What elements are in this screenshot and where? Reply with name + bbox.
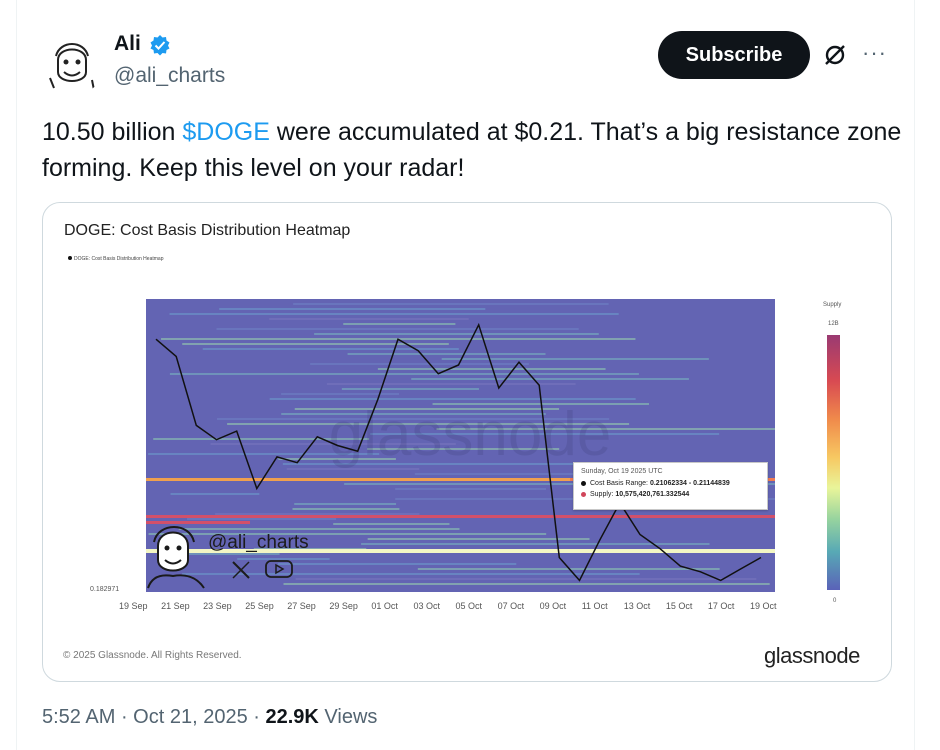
x-tick-label: 05 Oct: [455, 601, 483, 611]
x-tick-label: 17 Oct: [707, 601, 735, 611]
verified-badge-icon[interactable]: [149, 34, 171, 56]
author-handle[interactable]: @ali_charts: [114, 64, 226, 87]
cartoon-face-avatar-icon: [41, 33, 103, 95]
views-count: 22.9K: [265, 706, 319, 728]
overlay-avatar-icon: [147, 526, 205, 589]
x-tick-label: 27 Sep: [287, 601, 316, 611]
youtube-icon: [265, 560, 293, 578]
tweet-text: 10.50 billion $DOGE were accumulated at …: [42, 114, 902, 186]
chart-copyright: © 2025 Glassnode. All Rights Reserved.: [63, 650, 242, 661]
x-tick-label: 07 Oct: [497, 601, 525, 611]
x-tick-label: 19 Sep: [119, 601, 148, 611]
chart-title: DOGE: Cost Basis Distribution Heatmap: [64, 222, 351, 239]
x-tick-label: 29 Sep: [329, 601, 358, 611]
colorbar-max-label: 12B: [828, 321, 839, 327]
grok-icon[interactable]: [822, 42, 848, 68]
tweet-text-after: were accumulated at $0.21. That’s a big …: [42, 118, 902, 182]
overlay-handle: @ali_charts: [208, 532, 309, 553]
tweet-metadata: 5:52 AM · Oct 21, 2025 · 22.9K Views: [42, 706, 378, 728]
x-logo-icon: [232, 561, 250, 579]
tweet-frame: [16, 0, 915, 750]
y-axis-min-label: 0.182971: [90, 586, 120, 593]
glassnode-brand: glassnode: [764, 643, 860, 668]
x-tick-label: 15 Oct: [665, 601, 693, 611]
tooltip-supply-row: Supply: 10,575,420,761.332544: [581, 491, 689, 498]
x-tick-label: 03 Oct: [413, 601, 440, 611]
colorbar-title: Supply: [823, 302, 842, 308]
x-tick-label: 09 Oct: [539, 601, 567, 611]
tooltip-date: Sunday, Oct 19 2025 UTC: [581, 468, 663, 475]
x-tick-label: 01 Oct: [371, 601, 398, 611]
tooltip-supply-label: Supply:: [590, 491, 614, 498]
x-tick-label: 19 Oct: [750, 601, 777, 611]
colorbar-min-label: 0: [833, 598, 837, 604]
views-label: Views: [324, 706, 378, 728]
x-tick-label: 11 Oct: [581, 601, 608, 611]
cashtag-link[interactable]: $DOGE: [182, 118, 270, 146]
more-options-button[interactable]: ···: [862, 40, 887, 65]
x-tick-label: 23 Sep: [203, 601, 232, 611]
chart-tooltip: Sunday, Oct 19 2025 UTC Cost Basis Range…: [573, 462, 768, 510]
post-date[interactable]: Oct 21, 2025: [133, 706, 248, 728]
tooltip-supply-dot-icon: [581, 491, 586, 497]
chart-legend: DOGE: Cost Basis Distribution Heatmap: [68, 256, 163, 262]
x-tick-label: 13 Oct: [623, 601, 651, 611]
subscribe-button[interactable]: Subscribe: [658, 31, 810, 79]
colorbar: [827, 335, 840, 590]
tooltip-range-dot-icon: [581, 480, 586, 486]
x-tick-label: 25 Sep: [245, 601, 274, 611]
tooltip-range-row: Cost Basis Range: 0.21062334 - 0.2114483…: [581, 480, 730, 487]
tooltip-range-value: 0.21062334 - 0.21144839: [649, 480, 730, 487]
tooltip-range-label: Cost Basis Range:: [590, 480, 648, 487]
legend-dot-icon: [68, 256, 72, 260]
tweet-text-before: 10.50 billion: [42, 118, 183, 146]
legend-label: DOGE: Cost Basis Distribution Heatmap: [74, 256, 164, 262]
tooltip-supply-value: 10,575,420,761.332544: [615, 491, 690, 498]
post-time[interactable]: 5:52 AM: [42, 706, 116, 728]
avatar[interactable]: [40, 32, 104, 96]
x-tick-label: 21 Sep: [161, 601, 190, 611]
author-name[interactable]: Ali: [114, 32, 141, 55]
